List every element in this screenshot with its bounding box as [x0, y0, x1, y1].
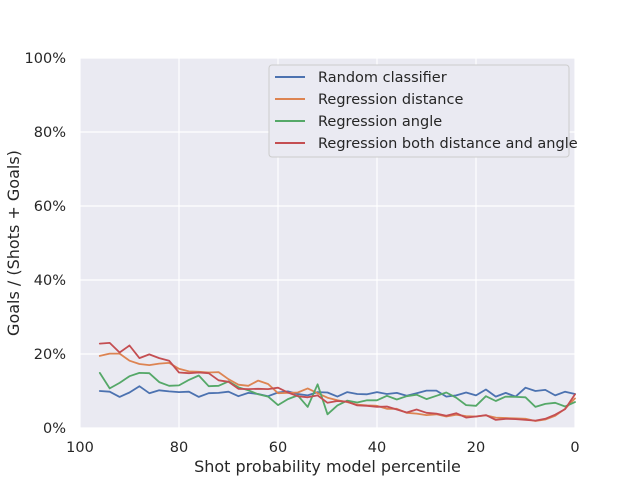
y-tick-label: 60%: [34, 199, 66, 215]
y-axis-ticks: 0% 20% 40% 60% 80% 100%: [25, 51, 66, 437]
y-tick-label: 80%: [34, 125, 66, 141]
x-tick-label: 60: [269, 440, 287, 456]
y-tick-label: 0%: [43, 421, 66, 437]
series-line-4: [98, 341, 576, 422]
legend: Random classifier Regression distance Regr…: [268, 64, 578, 158]
y-tick-label: 20%: [34, 347, 66, 363]
series-line-3: [98, 371, 576, 416]
series-line-1: [98, 385, 576, 398]
x-tick-label: 100: [66, 440, 94, 456]
y-tick-label: 40%: [34, 273, 66, 289]
legend-label: Regression angle: [318, 114, 442, 130]
x-axis-label: Shot probability model percentile: [194, 457, 461, 476]
x-axis-ticks: 100 80 60 40 20 0: [66, 440, 579, 456]
legend-box: [268, 64, 570, 158]
series-lines: [98, 341, 576, 422]
legend-label: Regression distance: [318, 92, 463, 108]
legend-label: Regression both distance and angle: [318, 136, 578, 152]
x-tick-label: 40: [368, 440, 386, 456]
legend-label: Random classifier: [318, 70, 447, 86]
y-axis-label: Goals / (Shots + Goals): [4, 150, 23, 336]
x-tick-label: 80: [170, 440, 188, 456]
x-tick-label: 20: [467, 440, 485, 456]
x-tick-label: 0: [570, 440, 579, 456]
y-tick-label: 100%: [25, 51, 66, 67]
